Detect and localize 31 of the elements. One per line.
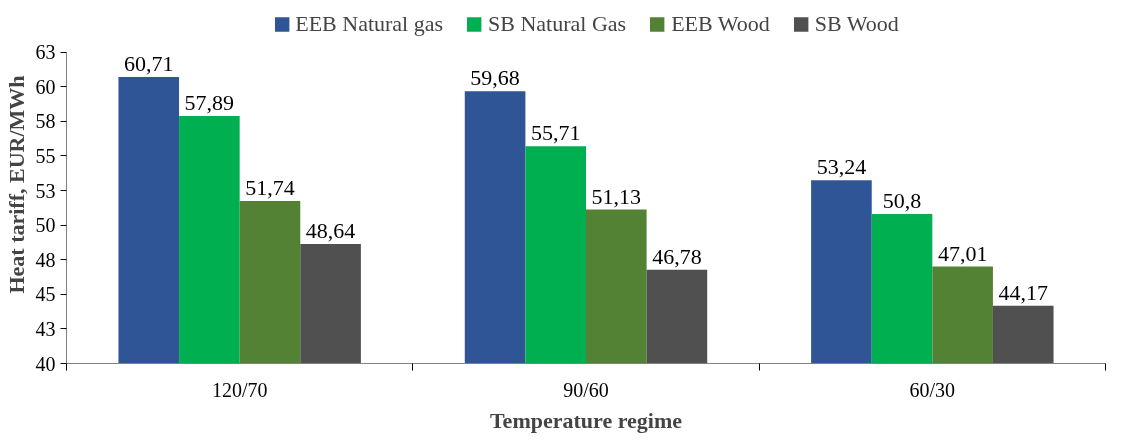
legend-label: EEB Wood bbox=[671, 11, 770, 37]
y-tick-label: 48 bbox=[35, 248, 56, 271]
data-label: 47,01 bbox=[937, 240, 988, 266]
y-tick-label: 55 bbox=[35, 144, 56, 167]
data-label: 53,24 bbox=[816, 154, 867, 180]
y-tick-label: 43 bbox=[35, 317, 56, 340]
data-label: 48,64 bbox=[305, 217, 356, 243]
data-label: 51,13 bbox=[591, 183, 642, 209]
data-label: 46,78 bbox=[652, 243, 702, 269]
data-label: 44,17 bbox=[998, 279, 1048, 305]
y-tick-label: 40 bbox=[35, 352, 56, 375]
data-label: 51,74 bbox=[245, 175, 295, 201]
data-label: 50,8 bbox=[882, 188, 922, 214]
x-tick-label: 120/70 bbox=[211, 378, 268, 401]
x-tick-label: 90/60 bbox=[563, 378, 609, 401]
y-tick-label: 45 bbox=[35, 283, 56, 306]
y-tick-label: 58 bbox=[35, 110, 56, 133]
y-tick-label: 50 bbox=[35, 214, 56, 237]
y-tick-label: 60 bbox=[35, 75, 56, 98]
y-tick-label: 53 bbox=[35, 179, 56, 202]
x-tick-label: 60/30 bbox=[909, 378, 956, 401]
x-axis-title: Temperature regime bbox=[489, 407, 683, 433]
y-axis-title: Heat tariff, EUR/MWh bbox=[3, 75, 29, 294]
data-label: 59,68 bbox=[470, 65, 520, 91]
data-label: 57,89 bbox=[184, 89, 235, 115]
legend-label: SB Natural Gas bbox=[488, 11, 627, 37]
legend-label: EEB Natural gas bbox=[295, 11, 444, 37]
data-label: 60,71 bbox=[124, 50, 174, 76]
data-label: 55,71 bbox=[530, 120, 581, 146]
y-tick-label: 63 bbox=[35, 41, 56, 64]
legend-label: SB Wood bbox=[814, 11, 899, 37]
